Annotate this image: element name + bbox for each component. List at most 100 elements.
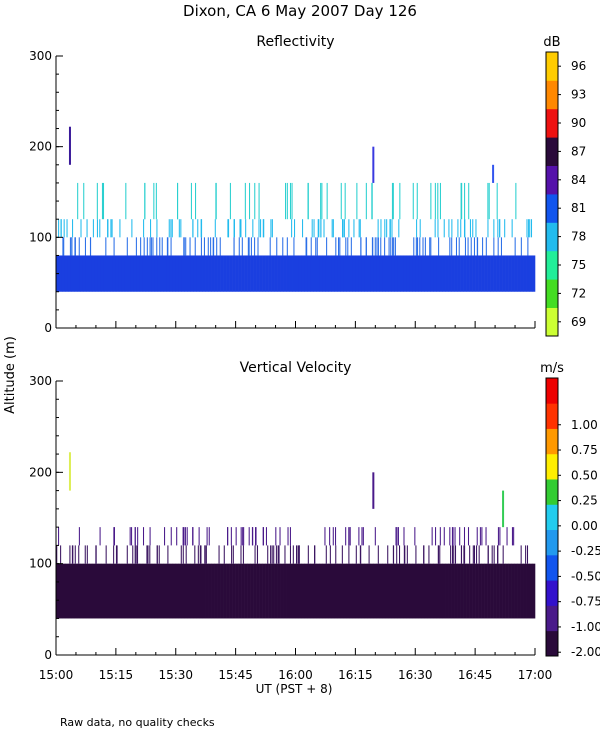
- profile-bin: [526, 563, 530, 619]
- data-columns: [56, 452, 536, 619]
- profile-bin: [496, 255, 500, 292]
- profile-bin: [435, 527, 437, 546]
- colorbar-segment: [546, 222, 558, 252]
- profile-bin: [437, 545, 439, 564]
- figure-footnote: Raw data, no quality checks: [60, 716, 215, 729]
- profile-bin: [376, 255, 380, 292]
- profile-bin: [238, 563, 242, 619]
- profile-bin: [463, 255, 467, 292]
- profile-bin: [460, 545, 463, 564]
- profile-bin: [275, 545, 277, 564]
- profile-bin: [409, 563, 413, 619]
- profile-bin: [121, 563, 126, 619]
- profile-bin: [532, 563, 536, 619]
- profile-bin: [490, 563, 494, 619]
- profile-bin: [229, 563, 233, 619]
- colorbar-segment: [546, 479, 558, 505]
- profile-bin: [156, 237, 158, 256]
- profile-bin: [232, 545, 234, 564]
- profile-bin: [449, 527, 451, 546]
- profile-bin: [433, 563, 437, 619]
- profile-bin: [412, 255, 416, 292]
- profile-bin: [523, 563, 527, 619]
- profile-bin: [469, 255, 473, 292]
- profile-bin: [437, 219, 439, 238]
- profile-bin: [78, 237, 80, 256]
- profile-bin: [310, 237, 312, 256]
- profile-bin: [499, 219, 501, 238]
- profile-bin: [130, 563, 135, 619]
- profile-bin: [493, 219, 495, 238]
- profile-bin: [124, 255, 129, 292]
- profile-bin: [62, 237, 64, 256]
- profile-bin: [448, 219, 450, 238]
- profile-bin: [319, 563, 323, 619]
- profile-bin: [460, 219, 462, 238]
- profile-bin: [520, 255, 524, 292]
- profile-bin: [478, 545, 480, 564]
- profile-bin: [413, 237, 415, 256]
- profile-bin: [172, 563, 177, 619]
- profile-bin: [436, 255, 440, 292]
- profile-bin: [132, 545, 134, 564]
- profile-bin: [445, 255, 449, 292]
- colorbar-label: 69: [571, 315, 586, 329]
- profile-bin: [506, 527, 508, 546]
- profile-bin: [298, 545, 300, 564]
- profile-bin: [74, 545, 76, 564]
- profile-bin: [285, 182, 287, 220]
- profile-bin: [292, 563, 296, 619]
- profile-bin: [124, 563, 129, 619]
- profile-bin: [276, 237, 278, 256]
- profile-bin: [187, 563, 192, 619]
- profile-bin: [340, 563, 344, 619]
- profile-bin: [204, 545, 206, 564]
- profile-bin: [170, 527, 172, 546]
- profile-bin: [69, 237, 71, 256]
- profile-bin: [269, 237, 271, 256]
- profile-bin: [334, 563, 338, 619]
- profile-bin: [280, 563, 284, 619]
- profile-bin: [355, 563, 359, 619]
- profile-bin: [349, 255, 353, 292]
- colorbar-label: 1.00: [571, 418, 598, 432]
- x-tick-label: 15:30: [158, 668, 193, 682]
- profile-bin: [322, 563, 326, 619]
- profile-bin: [397, 255, 401, 292]
- profile-bin: [214, 563, 218, 619]
- profile-bin: [451, 237, 453, 256]
- profile-bin: [223, 255, 227, 292]
- profile-bin: [258, 182, 260, 220]
- profile-bin: [259, 255, 263, 292]
- profile-bin: [254, 237, 256, 256]
- profile-bin: [313, 255, 317, 292]
- profile-bin: [80, 219, 82, 238]
- profile-bin: [113, 527, 115, 546]
- profile-bin: [125, 182, 127, 220]
- profile-bin: [430, 237, 432, 256]
- profile-bin: [380, 237, 382, 256]
- profile-bin: [169, 563, 174, 619]
- profile-bin: [525, 545, 527, 564]
- profile-bin: [358, 255, 362, 292]
- profile-bin: [154, 255, 159, 292]
- profile-bin: [109, 563, 114, 619]
- profile-bin: [241, 563, 245, 619]
- profile-bin: [442, 255, 446, 292]
- profile-bin: [166, 563, 171, 619]
- profile-bin: [473, 545, 476, 564]
- profile-bin: [464, 182, 466, 220]
- profile-bin: [325, 563, 329, 619]
- profile-bin: [472, 255, 476, 292]
- profile-bin: [343, 219, 345, 238]
- profile-bin: [349, 563, 353, 619]
- profile-bin: [487, 182, 489, 220]
- profile-bin: [154, 563, 159, 619]
- profile-bin: [343, 563, 347, 619]
- profile-bin: [110, 219, 112, 238]
- profile-bin: [103, 255, 108, 292]
- profile-bin: [514, 237, 516, 256]
- colorbar-unit: dB: [543, 35, 560, 50]
- profile-bin: [70, 563, 75, 619]
- profile-bin: [360, 545, 362, 564]
